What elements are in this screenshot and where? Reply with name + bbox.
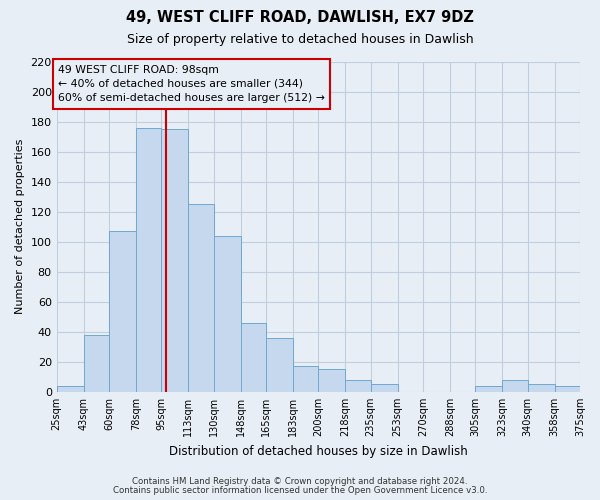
Bar: [136, 128, 161, 392]
Bar: [319, 370, 345, 392]
Bar: [56, 386, 83, 392]
Bar: [188, 204, 214, 392]
Text: Contains HM Land Registry data © Crown copyright and database right 2024.: Contains HM Land Registry data © Crown c…: [132, 477, 468, 486]
Bar: [241, 323, 266, 392]
Bar: [214, 236, 241, 392]
Bar: [475, 386, 502, 392]
X-axis label: Distribution of detached houses by size in Dawlish: Distribution of detached houses by size …: [169, 444, 468, 458]
Bar: [527, 384, 554, 392]
Bar: [345, 380, 371, 392]
Text: Contains public sector information licensed under the Open Government Licence v3: Contains public sector information licen…: [113, 486, 487, 495]
Bar: [502, 380, 527, 392]
Text: Size of property relative to detached houses in Dawlish: Size of property relative to detached ho…: [127, 32, 473, 46]
Text: 49, WEST CLIFF ROAD, DAWLISH, EX7 9DZ: 49, WEST CLIFF ROAD, DAWLISH, EX7 9DZ: [126, 10, 474, 25]
Bar: [161, 129, 188, 392]
Bar: [109, 231, 136, 392]
Bar: [371, 384, 398, 392]
Text: 49 WEST CLIFF ROAD: 98sqm
← 40% of detached houses are smaller (344)
60% of semi: 49 WEST CLIFF ROAD: 98sqm ← 40% of detac…: [58, 64, 325, 104]
Bar: [554, 386, 580, 392]
Bar: [293, 366, 319, 392]
Bar: [266, 338, 293, 392]
Y-axis label: Number of detached properties: Number of detached properties: [15, 139, 25, 314]
Bar: [83, 335, 109, 392]
